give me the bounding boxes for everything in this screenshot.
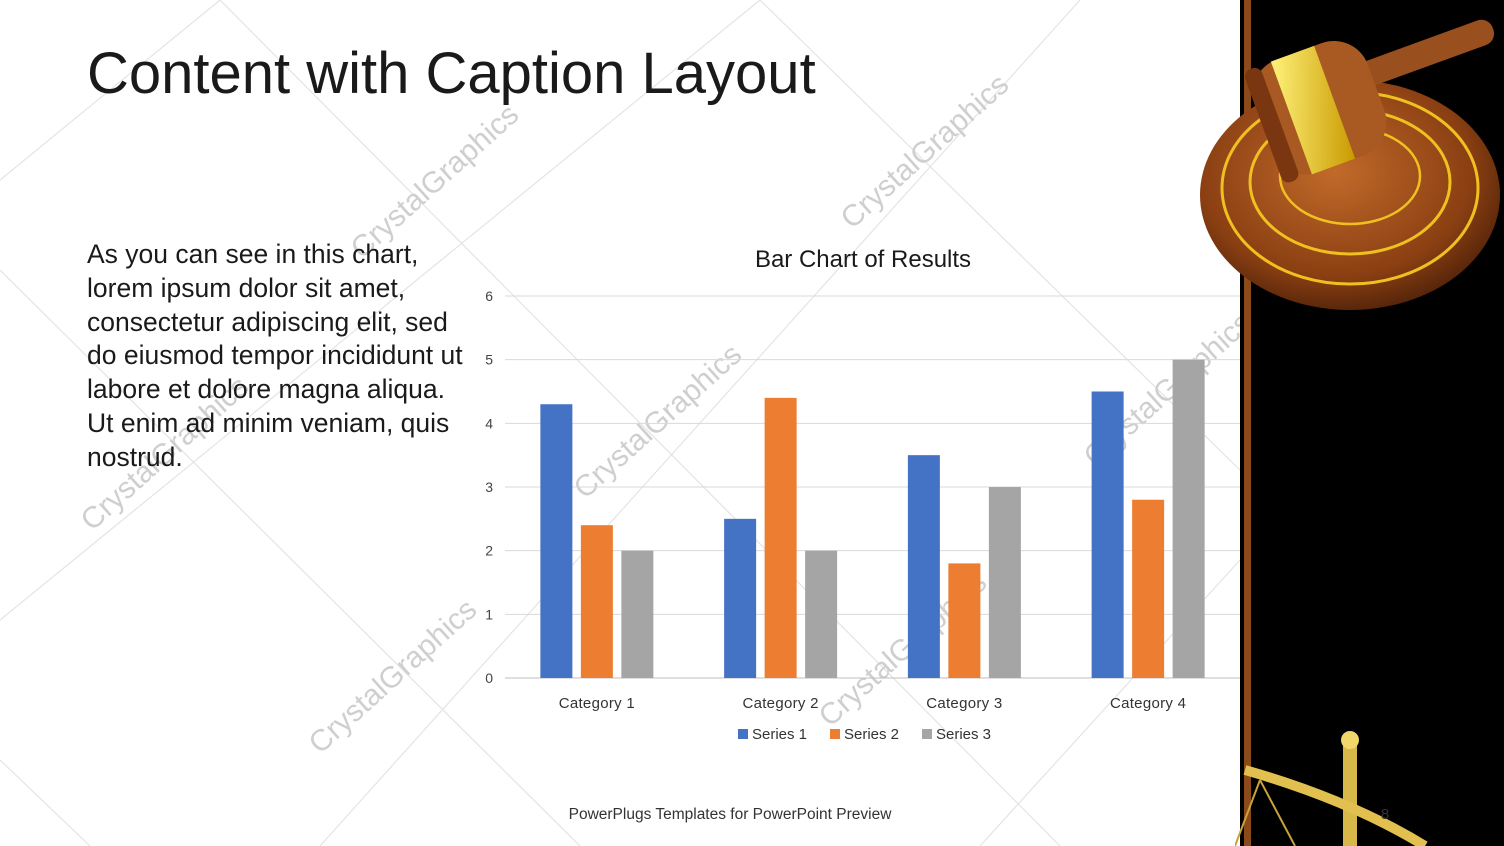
bar-chart: Bar Chart of Results 0 1 2 3 4 5 6 Category 1 Cat… [485,246,1240,743]
legend-label: Series 2 [844,726,899,743]
bar [724,518,757,678]
bar [764,397,797,678]
caption-text: As you can see in this chart, lorem ipsu… [87,239,463,472]
bar [1091,391,1124,678]
legend-swatch [830,729,840,739]
bar [540,404,573,678]
legend-swatch [738,729,748,739]
bar [907,455,940,678]
footer-text: PowerPlugs Templates for PowerPoint Prev… [568,806,892,823]
wood-stripe [1244,0,1251,846]
y-tick-label: 6 [485,288,493,304]
bar [988,487,1021,678]
gavel-icon [1200,19,1500,310]
scales-of-justice-icon [1235,731,1428,846]
watermark-text: CrystalGraphics [303,593,484,760]
chart-title: Bar Chart of Results [755,246,971,273]
x-tick-label: Category 3 [926,695,1002,712]
bar [621,550,654,678]
y-tick-label: 3 [485,479,493,495]
page-number: 8 [1380,806,1390,823]
bar [1132,499,1165,678]
x-tick-label: Category 4 [1110,695,1186,712]
y-tick-label: 5 [485,352,493,368]
y-tick-label: 1 [485,606,493,622]
legend-swatch [922,729,932,739]
y-tick-label: 4 [485,415,493,431]
legend-label: Series 1 [752,726,807,743]
legend-label: Series 3 [936,726,991,743]
bar [580,525,613,678]
slide-title: Content with Caption Layout [87,41,816,106]
y-tick-label: 0 [485,670,493,686]
bar [805,550,838,678]
bar [1172,359,1205,678]
y-tick-label: 2 [485,543,493,559]
bar [948,563,981,678]
x-tick-label: Category 1 [559,695,635,712]
x-tick-label: Category 2 [742,695,818,712]
